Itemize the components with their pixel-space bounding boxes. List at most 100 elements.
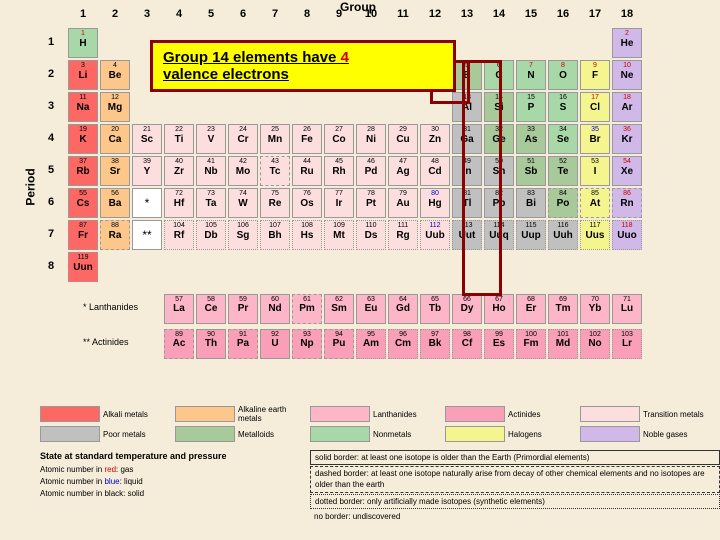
element-cell: 52Te bbox=[548, 156, 578, 186]
element-cell: 54Xe bbox=[612, 156, 642, 186]
element-cell: 65Tb bbox=[420, 294, 450, 324]
element-cell: 71Lu bbox=[612, 294, 642, 324]
legend-item: Actinides bbox=[445, 405, 576, 423]
element-cell: 1H bbox=[68, 28, 98, 58]
callout-box: Group 14 elements have 4valence electron… bbox=[150, 40, 456, 92]
element-cell: 38Sr bbox=[100, 156, 130, 186]
element-cell: 19K bbox=[68, 124, 98, 154]
element-cell: 107Bh bbox=[260, 220, 290, 250]
element-cell: 106Sg bbox=[228, 220, 258, 250]
callout-text-b: 4 bbox=[341, 49, 349, 66]
element-cell: 25Mn bbox=[260, 124, 290, 154]
element-cell: 3Li bbox=[68, 60, 98, 90]
element-cell: 87Fr bbox=[68, 220, 98, 250]
element-cell: 70Yb bbox=[580, 294, 610, 324]
group-number: 10 bbox=[356, 8, 386, 20]
element-cell: 96Cm bbox=[388, 329, 418, 359]
element-cell: 76Os bbox=[292, 188, 322, 218]
color-legend: Alkali metalsAlkaline earth metalsLantha… bbox=[40, 405, 711, 445]
element-cell: 109Mt bbox=[324, 220, 354, 250]
period-number: 7 bbox=[42, 228, 60, 240]
element-cell: 95Am bbox=[356, 329, 386, 359]
element-cell: 39Y bbox=[132, 156, 162, 186]
group-number: 18 bbox=[612, 8, 642, 20]
element-cell: 83Bi bbox=[516, 188, 546, 218]
element-cell: 102No bbox=[580, 329, 610, 359]
element-cell: 17Cl bbox=[580, 92, 610, 122]
element-cell: 24Cr bbox=[228, 124, 258, 154]
element-cell: 79Au bbox=[388, 188, 418, 218]
series-label: * Lanthanides bbox=[83, 302, 138, 312]
group-number: 16 bbox=[548, 8, 578, 20]
element-cell: 59Pr bbox=[228, 294, 258, 324]
callout-text-a: Group 14 elements have bbox=[163, 49, 341, 66]
element-cell: 108Hs bbox=[292, 220, 322, 250]
legend-item: Poor metals bbox=[40, 426, 171, 442]
period-number: 3 bbox=[42, 100, 60, 112]
element-cell: 28Ni bbox=[356, 124, 386, 154]
legend-item: Metalloids bbox=[175, 426, 306, 442]
series-marker: ** bbox=[132, 220, 162, 250]
element-cell: 88Ra bbox=[100, 220, 130, 250]
group-number: 9 bbox=[324, 8, 354, 20]
group-number: 8 bbox=[292, 8, 322, 20]
element-cell: 64Gd bbox=[388, 294, 418, 324]
element-cell: 97Bk bbox=[420, 329, 450, 359]
group-number: 12 bbox=[420, 8, 450, 20]
element-cell: 55Cs bbox=[68, 188, 98, 218]
element-cell: 14Si bbox=[484, 92, 514, 122]
element-cell: 43Tc bbox=[260, 156, 290, 186]
element-cell: 15P bbox=[516, 92, 546, 122]
group-number: 7 bbox=[260, 8, 290, 20]
element-cell: 16S bbox=[548, 92, 578, 122]
element-cell: 26Fe bbox=[292, 124, 322, 154]
element-cell: 62Sm bbox=[324, 294, 354, 324]
group-number: 2 bbox=[100, 8, 130, 20]
element-cell: 56Ba bbox=[100, 188, 130, 218]
element-cell: 110Ds bbox=[356, 220, 386, 250]
element-cell: 75Re bbox=[260, 188, 290, 218]
element-cell: 42Mo bbox=[228, 156, 258, 186]
element-cell: 44Ru bbox=[292, 156, 322, 186]
element-cell: 103Lr bbox=[612, 329, 642, 359]
group-number: 3 bbox=[132, 8, 162, 20]
element-cell: 4Be bbox=[100, 60, 130, 90]
element-cell: 111Rg bbox=[388, 220, 418, 250]
element-cell: 112Uub bbox=[420, 220, 450, 250]
element-cell: 104Rf bbox=[164, 220, 194, 250]
group-number: 5 bbox=[196, 8, 226, 20]
element-cell: 99Es bbox=[484, 329, 514, 359]
element-cell: 33As bbox=[516, 124, 546, 154]
legend-item: Noble gases bbox=[580, 426, 711, 442]
element-cell: 61Pm bbox=[292, 294, 322, 324]
element-cell: 82Pb bbox=[484, 188, 514, 218]
element-cell: 93Np bbox=[292, 329, 322, 359]
element-cell: 118Uuo bbox=[612, 220, 642, 250]
element-cell: 77Ir bbox=[324, 188, 354, 218]
legend-item: Lanthanides bbox=[310, 405, 441, 423]
period-number: 8 bbox=[42, 260, 60, 272]
element-cell: 100Fm bbox=[516, 329, 546, 359]
group-number: 17 bbox=[580, 8, 610, 20]
group-number: 1 bbox=[68, 8, 98, 20]
group-number: 15 bbox=[516, 8, 546, 20]
element-cell: 81Tl bbox=[452, 188, 482, 218]
group-number: 11 bbox=[388, 8, 418, 20]
element-cell: 94Pu bbox=[324, 329, 354, 359]
element-cell: 29Cu bbox=[388, 124, 418, 154]
period-number: 5 bbox=[42, 164, 60, 176]
element-cell: 50Sn bbox=[484, 156, 514, 186]
element-cell: 53I bbox=[580, 156, 610, 186]
group-number: 4 bbox=[164, 8, 194, 20]
element-cell: 89Ac bbox=[164, 329, 194, 359]
element-cell: 78Pt bbox=[356, 188, 386, 218]
element-cell: 2He bbox=[612, 28, 642, 58]
element-cell: 5B bbox=[452, 60, 482, 90]
element-cell: 69Tm bbox=[548, 294, 578, 324]
element-cell: 86Rn bbox=[612, 188, 642, 218]
element-cell: 58Ce bbox=[196, 294, 226, 324]
legend-item: Transition metals bbox=[580, 405, 711, 423]
element-cell: 49In bbox=[452, 156, 482, 186]
element-cell: 18Ar bbox=[612, 92, 642, 122]
element-cell: 7N bbox=[516, 60, 546, 90]
